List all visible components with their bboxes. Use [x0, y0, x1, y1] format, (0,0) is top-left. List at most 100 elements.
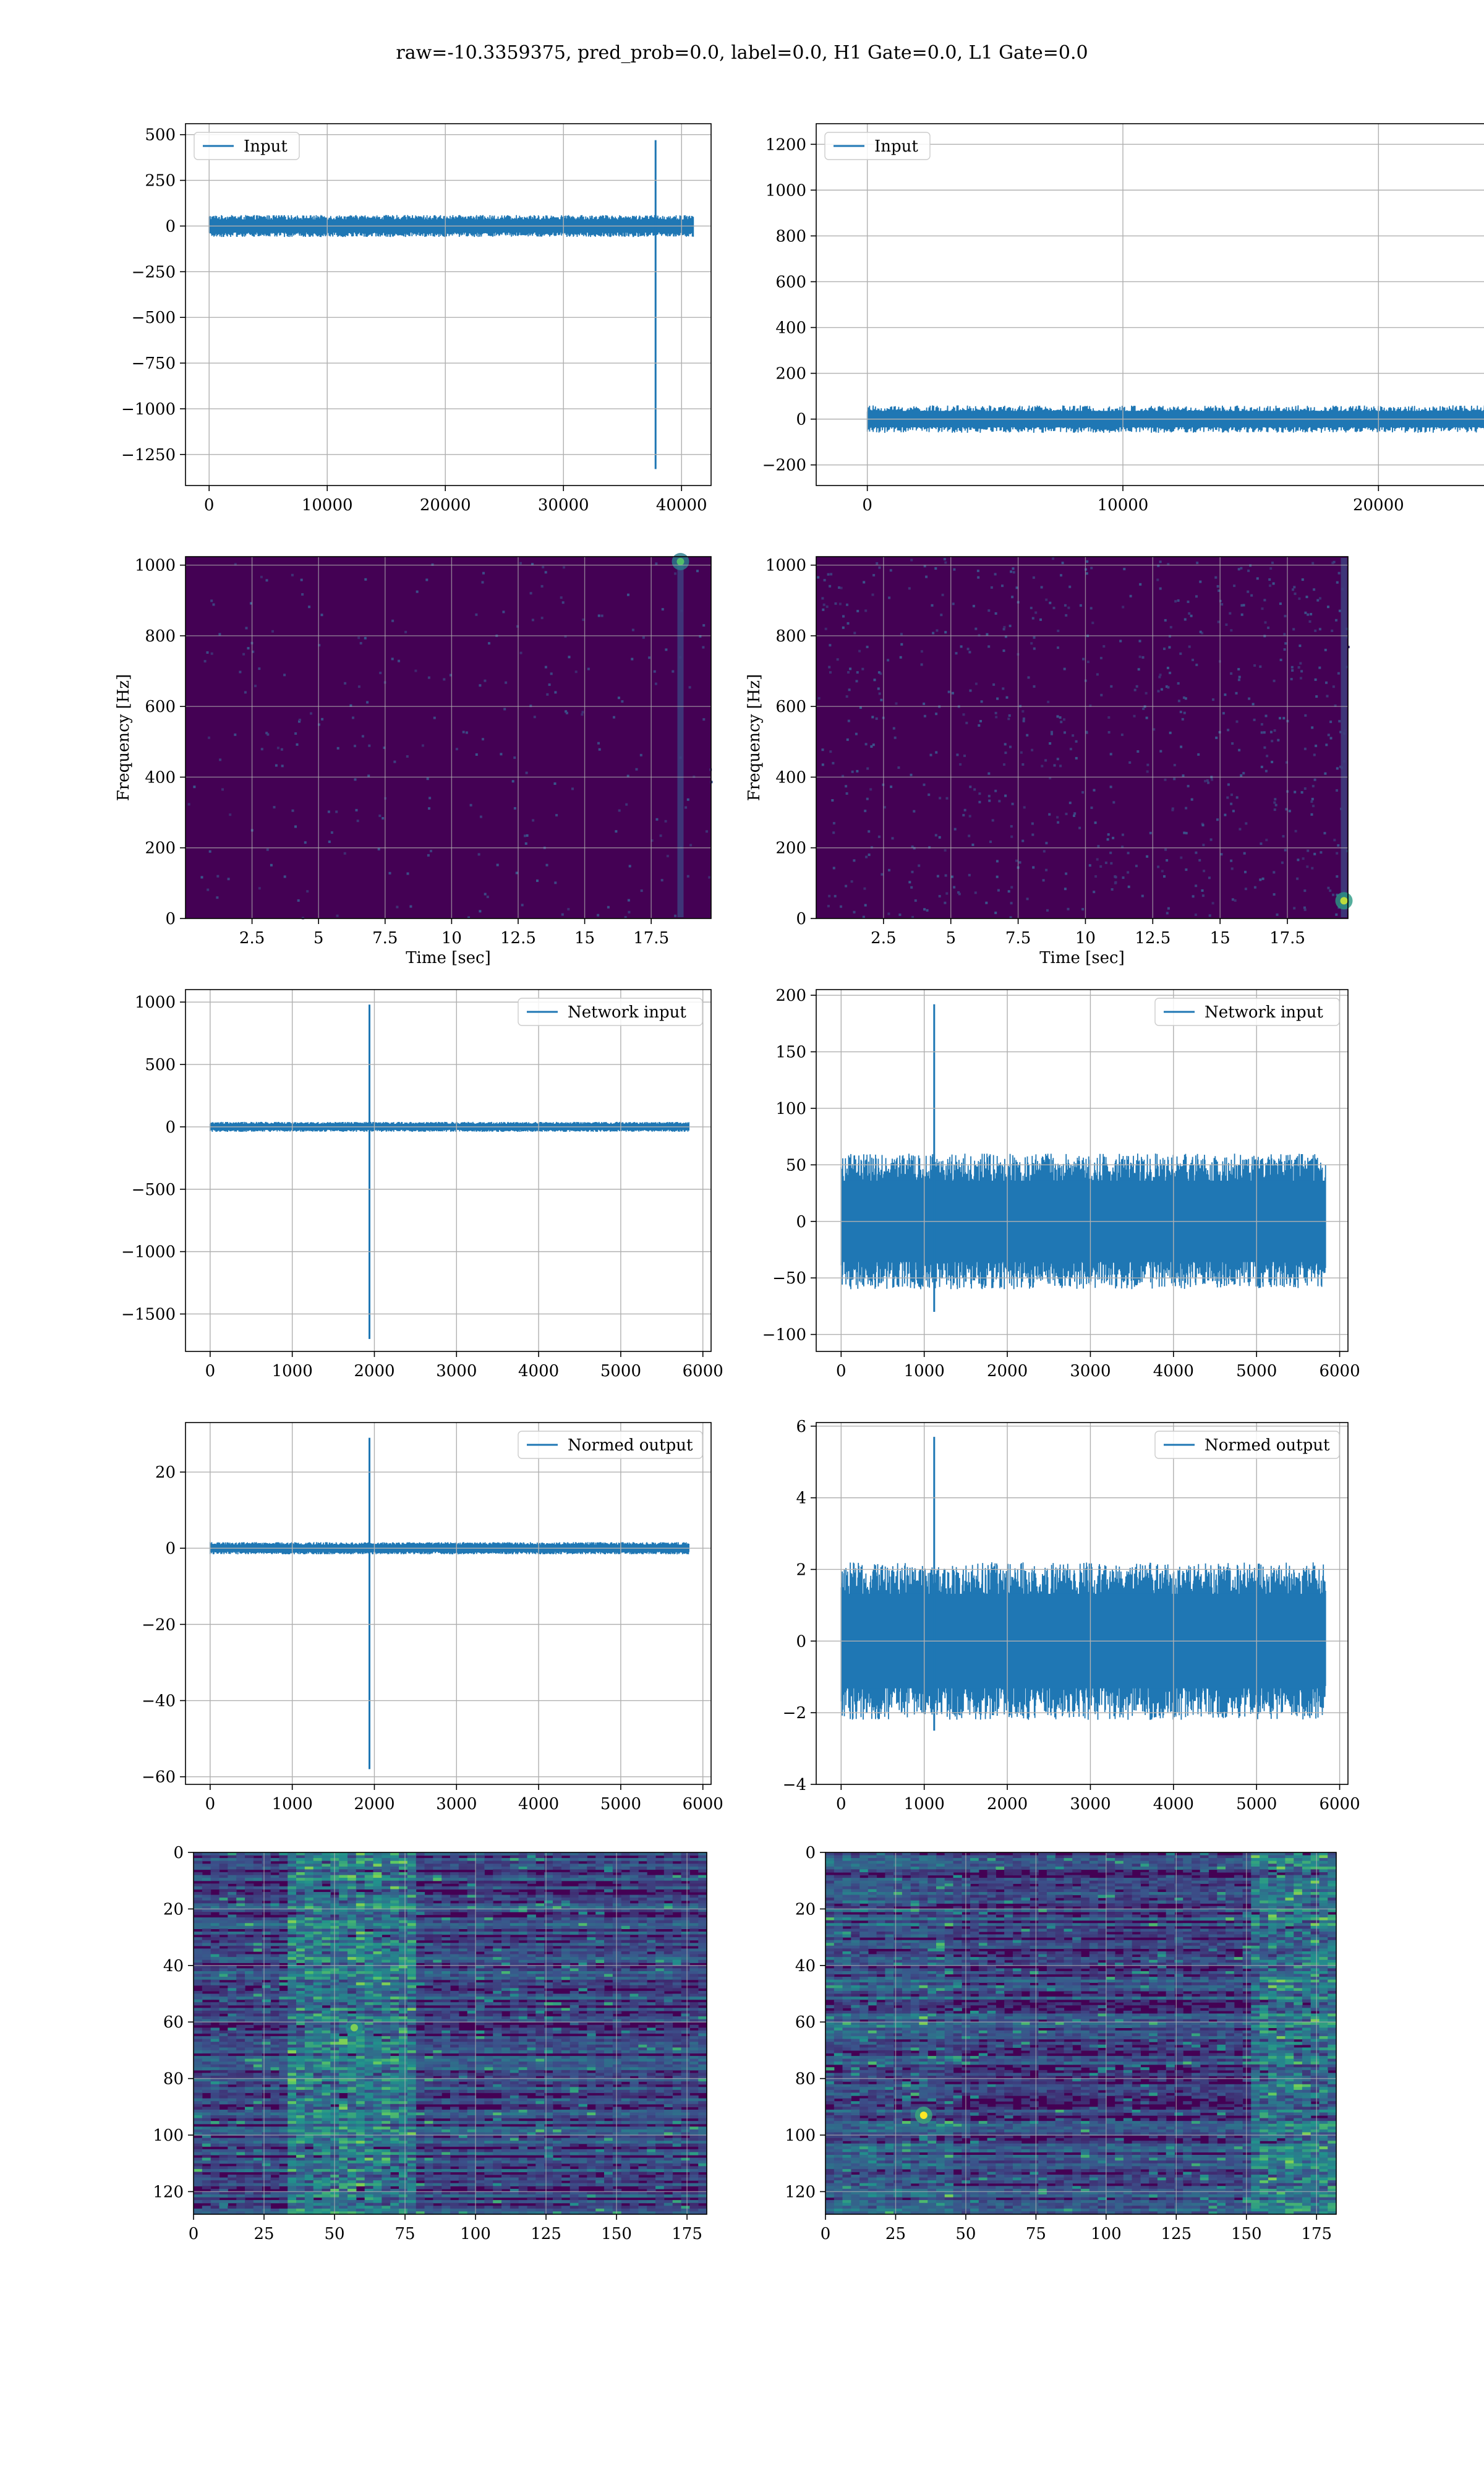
heatmap-cell — [313, 1909, 323, 1912]
heatmap-cell — [450, 2013, 459, 2017]
heatmap-cell — [450, 1909, 459, 1912]
heatmap-cell — [578, 1900, 587, 1904]
spectrogram-speckle — [978, 634, 981, 637]
spectrogram-speckle — [244, 691, 247, 694]
heatmap-cell — [578, 1985, 587, 1988]
heatmap-cell — [382, 1948, 391, 1952]
heatmap-cell — [245, 1948, 254, 1952]
heatmap-cell — [621, 2008, 631, 2011]
heatmap-cell — [604, 1928, 613, 1932]
heatmap-cell — [304, 1894, 314, 1898]
spectrogram-speckle — [550, 672, 553, 675]
heatmap-cell — [689, 2039, 699, 2042]
heatmap-cell — [612, 1909, 622, 1912]
heatmap-cell — [262, 2044, 271, 2048]
heatmap-cell — [484, 1971, 493, 1975]
heatmap-cell — [339, 2039, 348, 2042]
heatmap-cell — [629, 1923, 639, 1927]
heatmap-cell — [304, 1860, 314, 1864]
heatmap-cell — [544, 1993, 553, 1997]
spectrogram-speckle — [1201, 631, 1204, 635]
heatmap-cell — [663, 1889, 673, 1893]
heatmap-cell — [407, 1883, 417, 1887]
axes-frame — [816, 556, 1349, 919]
heatmap-cell — [467, 2039, 477, 2042]
spectrogram-speckle — [1166, 912, 1169, 915]
heatmap-cell — [270, 2002, 279, 2006]
heatmap-cell — [236, 1971, 245, 1975]
x-tick-label: 6000 — [1319, 1362, 1360, 1380]
heatmap-cell — [663, 1934, 673, 1938]
heatmap-cell — [228, 1940, 237, 1943]
heatmap-cell — [638, 1923, 647, 1927]
heatmap-cell — [604, 1965, 613, 1969]
heatmap-cell — [373, 1988, 382, 1992]
spectrogram-speckle — [898, 914, 902, 916]
spectrogram-speckle — [1056, 715, 1059, 718]
heatmap-cell — [304, 1872, 314, 1876]
spectrogram-speckle — [1312, 805, 1315, 808]
heatmap-cell — [467, 1912, 477, 1915]
heatmap-cell — [399, 2030, 408, 2034]
heatmap-cell — [296, 2013, 305, 2017]
heatmap-cell — [621, 1974, 631, 1977]
heatmap-cell — [245, 1982, 254, 1986]
heatmap-cell — [296, 2002, 305, 2006]
heatmap-cell — [407, 1977, 417, 1980]
heatmap-cell — [647, 1954, 656, 1958]
heatmap-cell — [638, 2042, 647, 2045]
spectrogram-speckle — [872, 574, 876, 576]
spectrogram-speckle — [555, 814, 558, 816]
heatmap-cell — [356, 1912, 365, 1915]
heatmap-cell — [518, 1860, 528, 1864]
spectrogram-speckle — [254, 685, 257, 687]
spectrogram-speckle — [297, 899, 300, 902]
heatmap-cell — [304, 1997, 314, 2000]
heatmap-cell — [604, 2036, 613, 2040]
heatmap-cell — [288, 1957, 297, 1961]
spectrogram-speckle — [1281, 861, 1284, 864]
y-tick-label: 500 — [145, 126, 176, 145]
heatmap-cell — [587, 1993, 596, 1997]
heatmap-cell — [356, 2033, 365, 2037]
heatmap-cell — [604, 2030, 613, 2034]
heatmap-cell — [313, 1940, 323, 1943]
heatmap-cell — [527, 1954, 536, 1958]
heatmap-cell — [544, 2044, 553, 2048]
spectrogram-speckle — [666, 855, 669, 858]
x-axis-label: Time [sec] — [1039, 949, 1125, 967]
spectrogram-speckle — [1001, 584, 1004, 588]
heatmap-cell — [604, 2039, 613, 2042]
heatmap-cell — [236, 1866, 245, 1870]
spectrogram-speckle — [542, 565, 545, 568]
heatmap-cell — [501, 1894, 511, 1898]
heatmap-cell — [373, 1864, 382, 1867]
heatmap-cell — [194, 1872, 203, 1876]
heatmap-cell — [236, 1934, 245, 1938]
heatmap-cell — [638, 1880, 647, 1884]
heatmap-cell — [527, 1943, 536, 1946]
heatmap-cell — [356, 1883, 365, 1887]
heatmap-cell — [647, 1990, 656, 1995]
heatmap-cell — [236, 1979, 245, 1983]
heatmap-cell — [561, 1971, 571, 1975]
spectrogram-speckle — [1260, 842, 1263, 845]
heatmap-cell — [219, 1886, 228, 1890]
heatmap-cell — [467, 1852, 477, 1856]
heatmap-cell — [621, 1997, 631, 2000]
heatmap-cell — [518, 1909, 528, 1912]
heatmap-cell — [484, 2013, 493, 2017]
heatmap-cell — [458, 1971, 468, 1975]
heatmap-cell — [698, 1894, 707, 1898]
heatmap-cell — [510, 1852, 519, 1856]
heatmap-cell — [638, 2044, 647, 2048]
spectrogram-speckle — [298, 719, 301, 721]
spectrogram-speckle — [1135, 865, 1138, 868]
heatmap-cell — [416, 1988, 425, 1992]
heatmap-cell — [313, 2042, 323, 2045]
spectrogram-speckle — [1207, 781, 1210, 784]
heatmap-cell — [219, 1928, 228, 1932]
heatmap-cell — [364, 1943, 374, 1946]
spectrogram-speckle — [1075, 756, 1078, 760]
heatmap-cell — [587, 1985, 596, 1988]
